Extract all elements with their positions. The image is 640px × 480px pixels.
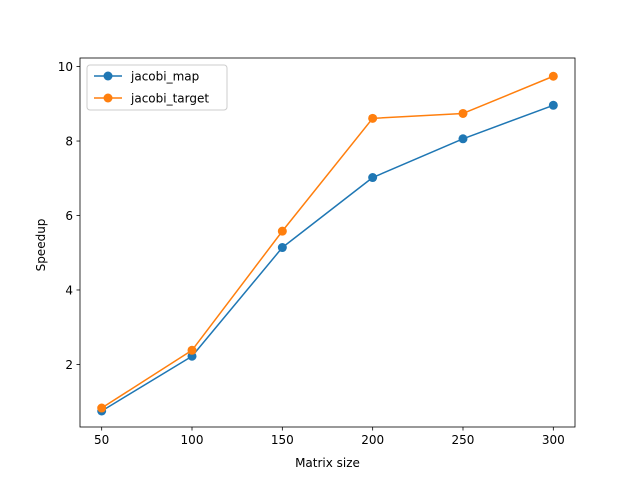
x-tick-label: 150	[271, 433, 294, 447]
x-tick-label: 250	[452, 433, 475, 447]
series-line-jacobi-map	[101, 104, 554, 412]
y-tick-label: 6	[65, 209, 73, 223]
legend-marker-jacobi-map	[103, 71, 113, 81]
data-point-jacobi-target-300	[548, 71, 558, 81]
y-axis-title: Speedup	[34, 219, 48, 272]
legend-label-jacobi-map: jacobi_map	[130, 70, 199, 84]
plot-frame	[79, 57, 576, 428]
data-point-jacobi-target-250	[458, 108, 468, 118]
x-tick-label: 300	[542, 433, 565, 447]
y-tick-label: 2	[65, 358, 73, 372]
y-tick-label: 8	[65, 135, 73, 149]
x-tick-label: 100	[181, 433, 204, 447]
plot-layer	[97, 71, 558, 416]
legend: jacobi_map jacobi_target	[86, 64, 228, 111]
axes-layer: 50 100 150 200 250 300 2 4 6 8 10	[58, 57, 576, 447]
legend-label-jacobi-target: jacobi_target	[130, 92, 209, 106]
y-tick-label: 10	[58, 60, 73, 74]
data-point-jacobi-map-150	[277, 243, 287, 253]
data-point-jacobi-target-200	[368, 113, 378, 123]
x-axis-title: Matrix size	[295, 456, 360, 470]
x-tick-label: 50	[94, 433, 109, 447]
data-point-jacobi-target-50	[97, 403, 107, 413]
legend-marker-jacobi-target	[103, 93, 113, 103]
data-point-jacobi-map-250	[458, 134, 468, 144]
y-tick-label: 4	[65, 283, 73, 297]
data-point-jacobi-map-200	[368, 173, 378, 183]
data-point-jacobi-map-300	[548, 100, 558, 110]
x-tick-label: 200	[361, 433, 384, 447]
data-point-jacobi-target-100	[187, 345, 197, 355]
data-point-jacobi-target-150	[277, 226, 287, 236]
series-line-jacobi-target	[101, 75, 554, 409]
